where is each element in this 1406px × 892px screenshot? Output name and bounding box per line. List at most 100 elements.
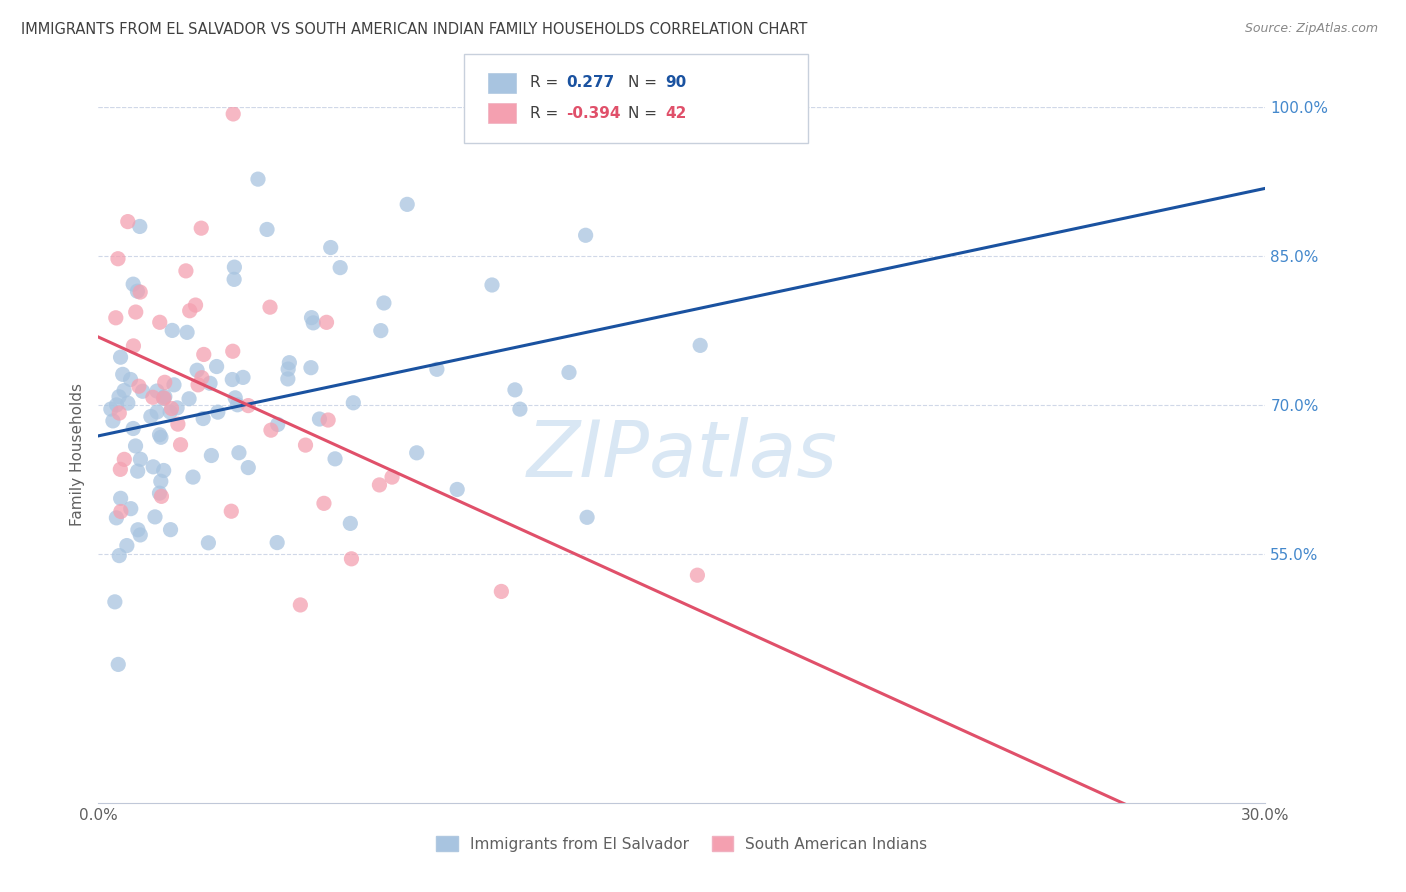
Point	[152, 392, 174, 406]
Text: R =: R =	[530, 106, 564, 120]
Point	[127, 284, 149, 298]
Point	[342, 396, 364, 410]
Point	[149, 430, 172, 444]
Point	[127, 464, 149, 478]
Point	[128, 379, 150, 393]
Point	[104, 595, 127, 609]
Point	[152, 463, 174, 477]
Point	[143, 509, 166, 524]
Point	[340, 551, 363, 566]
Point	[159, 523, 181, 537]
Point	[256, 222, 278, 236]
Point	[100, 402, 122, 417]
Point	[139, 409, 162, 424]
Point	[277, 372, 299, 386]
Point	[191, 411, 214, 425]
Point	[205, 359, 228, 374]
Point	[558, 366, 581, 380]
Point	[319, 241, 342, 255]
Point	[191, 370, 214, 384]
Point	[509, 402, 531, 417]
Point	[128, 219, 150, 234]
Point	[142, 390, 165, 404]
Point	[159, 405, 181, 419]
Point	[108, 390, 131, 404]
Legend: Immigrants from El Salvador, South American Indians: Immigrants from El Salvador, South Ameri…	[430, 830, 934, 858]
Point	[323, 451, 346, 466]
Point	[686, 568, 709, 582]
Point	[124, 439, 146, 453]
Point	[316, 413, 339, 427]
Point	[224, 260, 246, 274]
Point	[166, 401, 188, 415]
Point	[117, 214, 139, 228]
Point	[148, 427, 170, 442]
Point	[110, 504, 132, 518]
Text: N =: N =	[628, 76, 662, 90]
Point	[129, 528, 152, 542]
Point	[368, 478, 391, 492]
Point	[373, 296, 395, 310]
Point	[224, 391, 246, 405]
Point	[576, 510, 599, 524]
Point	[339, 516, 361, 531]
Point	[149, 475, 172, 489]
Point	[129, 285, 152, 299]
Point	[491, 584, 513, 599]
Point	[153, 390, 176, 404]
Point	[110, 491, 132, 506]
Text: 42: 42	[665, 106, 686, 120]
Point	[127, 523, 149, 537]
Point	[238, 460, 260, 475]
Point	[689, 338, 711, 352]
Point	[160, 323, 183, 337]
Point	[381, 470, 404, 484]
Point	[260, 423, 283, 437]
Point	[110, 350, 132, 364]
Point	[179, 303, 201, 318]
Point	[153, 391, 176, 405]
Point	[266, 535, 288, 549]
Point	[200, 449, 222, 463]
Point	[104, 310, 127, 325]
Point	[290, 598, 312, 612]
Point	[153, 376, 176, 390]
Point	[120, 501, 142, 516]
Point	[370, 324, 392, 338]
Point	[146, 384, 169, 398]
Point	[315, 315, 337, 329]
Point	[150, 489, 173, 503]
Point	[308, 412, 330, 426]
Point	[122, 421, 145, 435]
Point	[294, 438, 316, 452]
Point	[312, 496, 335, 510]
Point	[108, 549, 131, 563]
Point	[174, 264, 197, 278]
Point	[426, 362, 449, 376]
Point	[222, 344, 245, 359]
Point	[278, 356, 301, 370]
Point	[186, 363, 208, 377]
Text: ZIPatlas: ZIPatlas	[526, 417, 838, 493]
Text: -0.394: -0.394	[567, 106, 621, 120]
Point	[222, 107, 245, 121]
Point	[105, 511, 128, 525]
Point	[101, 414, 124, 428]
Point	[177, 392, 200, 406]
Point	[226, 398, 249, 412]
Point	[181, 470, 204, 484]
Point	[190, 221, 212, 235]
Text: N =: N =	[628, 106, 662, 120]
Point	[575, 228, 598, 243]
Point	[184, 298, 207, 312]
Point	[396, 197, 419, 211]
Point	[122, 339, 145, 353]
Point	[163, 377, 186, 392]
Point	[246, 172, 269, 186]
Point	[167, 417, 190, 431]
Point	[149, 315, 172, 329]
Point	[446, 483, 468, 497]
Point	[122, 277, 145, 292]
Point	[228, 446, 250, 460]
Text: 0.277: 0.277	[567, 76, 614, 90]
